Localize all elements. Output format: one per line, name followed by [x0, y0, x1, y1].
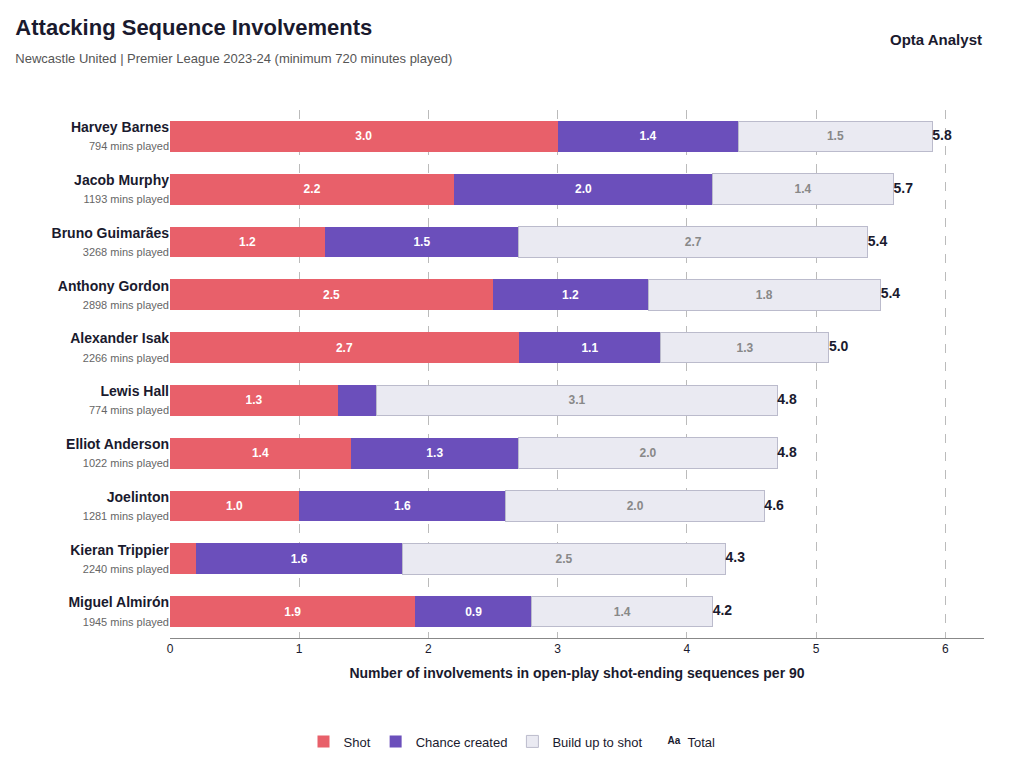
svg-text:Lewis Hall774 mins played: Lewis Hall774 mins played: [89, 383, 169, 416]
svg-text:3.1: 3.1: [568, 393, 585, 407]
svg-text:5: 5: [813, 642, 820, 656]
svg-text:4.3: 4.3: [726, 549, 746, 565]
svg-text:3: 3: [554, 642, 561, 656]
svg-text:2.0: 2.0: [640, 446, 657, 460]
svg-text:1.4: 1.4: [614, 605, 631, 619]
svg-text:1.4: 1.4: [795, 182, 812, 196]
svg-text:0.9: 0.9: [465, 605, 482, 619]
svg-text:5.7: 5.7: [894, 180, 914, 196]
svg-text:1.5: 1.5: [413, 235, 430, 249]
svg-text:1.9: 1.9: [284, 605, 301, 619]
svg-text:2.5: 2.5: [323, 288, 340, 302]
svg-text:Build up to shot: Build up to shot: [552, 735, 642, 750]
svg-text:Shot: Shot: [344, 735, 371, 750]
svg-text:1.6: 1.6: [394, 499, 411, 513]
svg-text:Miguel Almirón1945 mins played: Miguel Almirón1945 mins played: [68, 594, 169, 627]
svg-text:Anthony Gordon2898 mins played: Anthony Gordon2898 mins played: [58, 278, 169, 311]
svg-text:2.0: 2.0: [627, 499, 644, 513]
svg-text:1.1: 1.1: [581, 341, 598, 355]
svg-text:1.5: 1.5: [827, 129, 844, 143]
svg-text:4.8: 4.8: [777, 391, 797, 407]
svg-text:1.4: 1.4: [640, 129, 657, 143]
svg-text:Joelinton1281 mins played: Joelinton1281 mins played: [83, 489, 169, 522]
svg-text:1.2: 1.2: [562, 288, 579, 302]
svg-text:1.0: 1.0: [226, 499, 243, 513]
svg-text:Attacking Sequence Involvement: Attacking Sequence InvolvementsNewcastle…: [15, 15, 452, 67]
svg-text:1.3: 1.3: [245, 393, 262, 407]
svg-text:Harvey Barnes794 mins played: Harvey Barnes794 mins played: [71, 119, 169, 152]
svg-text:2.7: 2.7: [336, 341, 353, 355]
svg-text:1.8: 1.8: [756, 288, 773, 302]
svg-text:4: 4: [683, 642, 690, 656]
svg-text:2.5: 2.5: [556, 552, 573, 566]
svg-text:1: 1: [296, 642, 303, 656]
svg-text:2: 2: [425, 642, 432, 656]
svg-text:Elliot Anderson1022 mins playe: Elliot Anderson1022 mins played: [66, 436, 169, 469]
svg-text:1.6: 1.6: [291, 552, 308, 566]
svg-text:Kieran Trippier2240 mins playe: Kieran Trippier2240 mins played: [70, 542, 169, 575]
svg-text:3.0: 3.0: [355, 129, 372, 143]
svg-text:2.2: 2.2: [304, 182, 321, 196]
svg-text:1.3: 1.3: [736, 341, 753, 355]
svg-text:1.4: 1.4: [252, 446, 269, 460]
svg-text:Aa: Aa: [667, 735, 680, 746]
svg-text:4.2: 4.2: [713, 602, 733, 618]
svg-text:5.4: 5.4: [881, 285, 901, 301]
svg-text:Total: Total: [687, 735, 715, 750]
svg-text:2.0: 2.0: [575, 182, 592, 196]
svg-text:1.3: 1.3: [426, 446, 443, 460]
svg-text:2.7: 2.7: [685, 235, 702, 249]
svg-text:4.8: 4.8: [777, 444, 797, 460]
svg-text:6: 6: [942, 642, 949, 656]
svg-text:4.6: 4.6: [764, 497, 784, 513]
svg-text:0: 0: [167, 642, 174, 656]
svg-text:Number of involvements in open: Number of involvements in open-play shot…: [349, 665, 804, 681]
svg-text:5.0: 5.0: [829, 338, 849, 354]
svg-text:5.8: 5.8: [932, 127, 952, 143]
svg-text:Jacob Murphy1193 mins played: Jacob Murphy1193 mins played: [74, 172, 169, 205]
svg-text:Alexander Isak2266 mins played: Alexander Isak2266 mins played: [70, 330, 169, 363]
svg-text:5.4: 5.4: [868, 233, 888, 249]
svg-text:Chance created: Chance created: [416, 735, 508, 750]
svg-text:Bruno Guimarães3268 mins playe: Bruno Guimarães3268 mins played: [52, 225, 170, 258]
svg-text:1.2: 1.2: [239, 235, 256, 249]
svg-text:Opta Analyst: Opta Analyst: [890, 31, 982, 48]
